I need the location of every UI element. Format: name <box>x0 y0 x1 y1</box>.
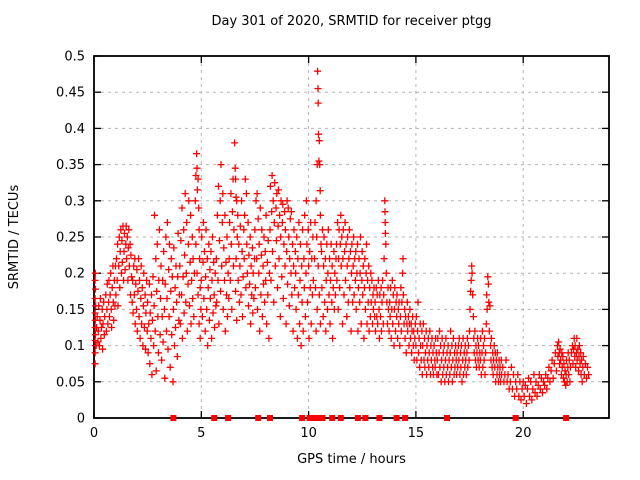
y-tick-label: 0.35 <box>56 158 85 173</box>
x-tick-label: 15 <box>408 426 425 441</box>
chart-title: Day 301 of 2020, SRMTID for receiver ptg… <box>211 14 492 29</box>
y-tick-label: 0.45 <box>56 86 85 101</box>
y-tick-label: 0.05 <box>56 375 85 390</box>
x-tick-label: 20 <box>515 426 532 441</box>
y-axis-label: SRMTID / TECUs <box>7 184 22 290</box>
x-tick-label: 10 <box>300 426 317 441</box>
x-tick-label: 5 <box>197 426 205 441</box>
scatter-points <box>91 67 593 407</box>
y-tick-label: 0.5 <box>64 50 85 65</box>
event-markers <box>170 415 570 421</box>
y-tick-label: 0.15 <box>56 303 85 318</box>
x-axis-label: GPS time / hours <box>297 452 406 467</box>
y-tick-label: 0.1 <box>64 339 85 354</box>
y-tick-label: 0.25 <box>56 231 85 246</box>
tick-marks <box>93 55 609 419</box>
y-tick-label: 0.3 <box>64 194 85 209</box>
y-tick-label: 0 <box>77 412 85 427</box>
y-tick-label: 0.2 <box>64 267 85 282</box>
x-tick-label: 0 <box>90 426 98 441</box>
y-tick-label: 0.4 <box>64 122 85 137</box>
